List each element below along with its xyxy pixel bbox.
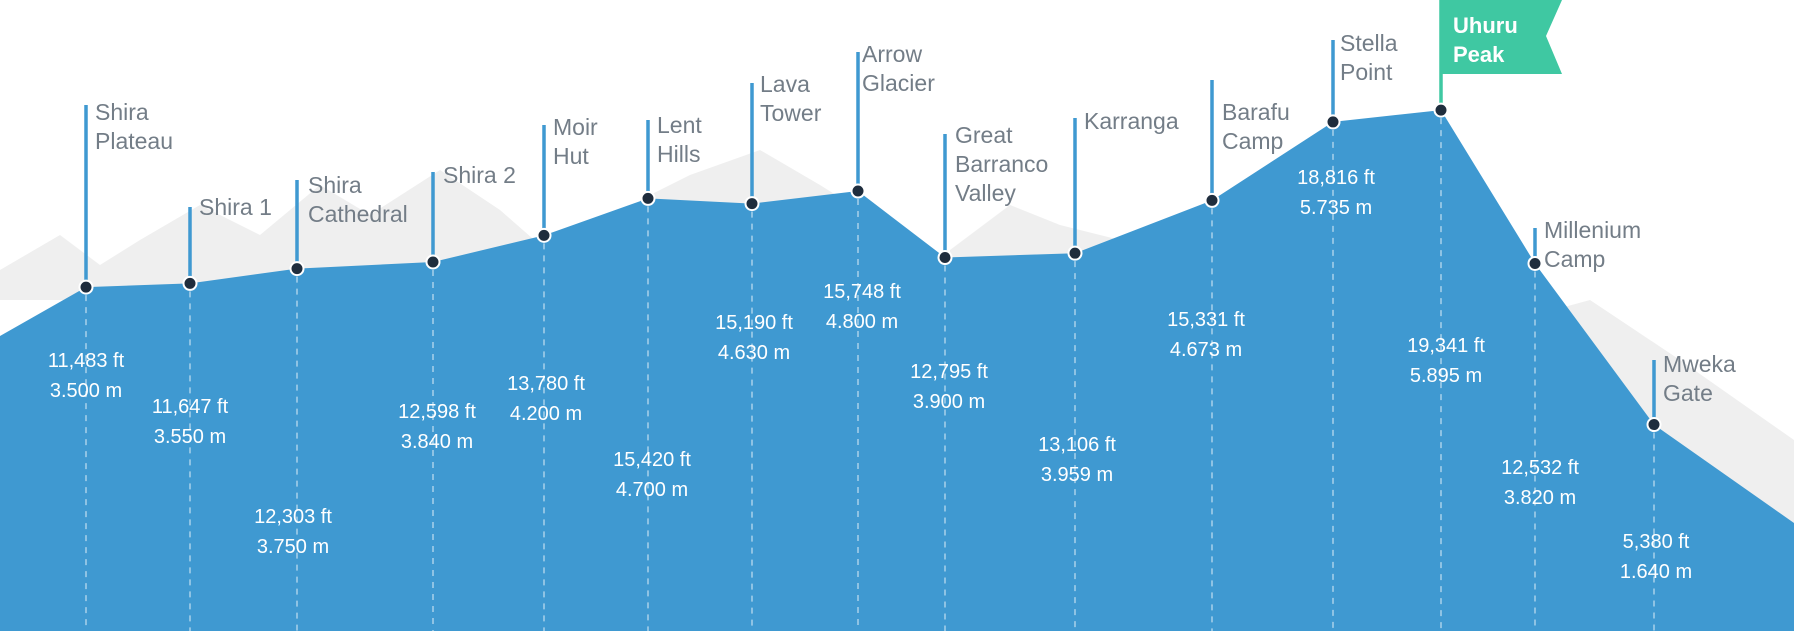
camp-name-line: Barafu: [1222, 99, 1290, 125]
camp-name-line: Glacier: [862, 70, 935, 96]
camp-name-line: Moir: [553, 114, 598, 140]
elevation-m-mweka-gate: 1.640 m: [1620, 561, 1692, 583]
camp-name-lent-hills: Lent Hills: [657, 112, 702, 167]
marker-great-barranco-valley: [937, 250, 953, 266]
elevation-ft-moir-hut: 13,780 ft: [507, 373, 585, 395]
camp-name-line: Barranco: [955, 151, 1048, 177]
marker-shira-1: [182, 275, 198, 291]
camp-name-line: Karranga: [1084, 108, 1179, 134]
elevation-ft-lent-hills: 15,420 ft: [613, 449, 691, 471]
camp-name-line: Valley: [955, 180, 1016, 206]
camp-name-barafu-camp: Barafu Camp: [1222, 99, 1290, 154]
summit-flag-banner: [1441, 0, 1562, 74]
elevation-ft-mweka-gate: 5,380 ft: [1623, 531, 1690, 553]
camp-name-line: Camp: [1544, 246, 1605, 272]
camp-name-line: Plateau: [95, 128, 173, 154]
elevation-ft-shira-plateau: 11,483 ft: [48, 350, 125, 372]
camp-name-line: Tower: [760, 100, 822, 126]
guide-lines: [85, 118, 1655, 631]
elevation-ft-uhuru-peak: 19,341 ft: [1407, 335, 1485, 357]
camp-name-lava-tower: Lava Tower: [760, 71, 822, 126]
camp-name-shira-cathedral: Shira Cathedral: [308, 172, 408, 227]
marker-barafu-camp: [1204, 192, 1220, 208]
summit-label-line2: Peak: [1453, 42, 1505, 67]
elevation-m-lent-hills: 4.700 m: [616, 479, 688, 501]
camp-name-stella-point: Stella Point: [1340, 30, 1398, 85]
marker-uhuru-peak: [1433, 102, 1449, 118]
camp-name-line: Cathedral: [308, 201, 408, 227]
camp-name-shira-2: Shira 2: [443, 162, 516, 188]
camp-name-line: Millenium: [1544, 217, 1641, 243]
camp-name-great-barranco-valley: Great Barranco Valley: [955, 122, 1048, 206]
elevation-ft-shira-cathedral: 12,303 ft: [254, 506, 332, 528]
marker-arrow-glacier: [850, 183, 866, 199]
elevation-m-great-barranco-valley: 3.900 m: [913, 391, 985, 413]
camp-name-line: Shira 1: [199, 194, 272, 220]
camp-name-line: Arrow: [862, 41, 922, 67]
camp-name-line: Hills: [657, 141, 700, 167]
elevation-ft-karranga: 13,106 ft: [1038, 434, 1116, 456]
elevation-m-shira-cathedral: 3.750 m: [257, 536, 329, 558]
elevation-m-karranga: 3.959 m: [1041, 464, 1113, 486]
camp-name-line: Great: [955, 122, 1013, 148]
marker-lava-tower: [744, 196, 760, 212]
camp-name-line: Gate: [1663, 380, 1713, 406]
camp-name-line: Point: [1340, 59, 1393, 85]
elevation-m-arrow-glacier: 4.800 m: [826, 311, 898, 333]
elevation-m-millenium-camp: 3.820 m: [1504, 487, 1576, 509]
camp-name-line: Lava: [760, 71, 810, 97]
camp-name-line: Stella: [1340, 30, 1398, 56]
camp-name-moir-hut: Moir Hut: [553, 114, 598, 169]
elevation-ft-shira-2: 12,598 ft: [398, 401, 476, 423]
marker-shira-cathedral: [289, 261, 305, 277]
elevation-ft-shira-1: 11,647 ft: [152, 396, 229, 418]
camp-name-line: Lent: [657, 112, 702, 138]
camp-name-arrow-glacier: Arrow Glacier: [862, 41, 935, 96]
marker-shira-plateau: [78, 279, 94, 295]
elevation-ft-barafu-camp: 15,331 ft: [1167, 309, 1245, 331]
camp-name-shira-1: Shira 1: [199, 194, 272, 220]
camp-name-mweka-gate: Mweka Gate: [1663, 351, 1736, 406]
marker-stella-point: [1325, 114, 1341, 130]
elevation-m-barafu-camp: 4.673 m: [1170, 339, 1242, 361]
elevation-ft-great-barranco-valley: 12,795 ft: [910, 361, 988, 383]
camp-name-line: Camp: [1222, 128, 1283, 154]
camp-name-line: Shira: [95, 99, 149, 125]
elevation-area: [0, 110, 1794, 631]
summit-label-line1: Uhuru: [1453, 13, 1518, 38]
camp-name-line: Shira 2: [443, 162, 516, 188]
camp-name-millenium-camp: Millenium Camp: [1544, 217, 1641, 272]
elevation-ft-arrow-glacier: 15,748 ft: [823, 281, 901, 303]
marker-karranga: [1067, 245, 1083, 261]
marker-millenium-camp: [1527, 255, 1543, 271]
camp-name-line: Mweka: [1663, 351, 1736, 377]
elevation-m-stella-point: 5.735 m: [1300, 197, 1372, 219]
elevation-ft-millenium-camp: 12,532 ft: [1501, 457, 1579, 479]
elevation-m-shira-plateau: 3.500 m: [50, 380, 122, 402]
camp-markers: [78, 102, 1662, 433]
camp-name-line: Shira: [308, 172, 362, 198]
elevation-m-shira-2: 3.840 m: [401, 431, 473, 453]
camp-name-line: Hut: [553, 143, 589, 169]
elevation-ft-lava-tower: 15,190 ft: [715, 312, 793, 334]
marker-moir-hut: [536, 227, 552, 243]
marker-lent-hills: [640, 190, 656, 206]
camp-poles: [84, 0, 1656, 425]
camp-name-karranga: Karranga: [1084, 108, 1179, 134]
marker-shira-2: [425, 254, 441, 270]
elevation-m-shira-1: 3.550 m: [154, 426, 226, 448]
elevation-m-lava-tower: 4.630 m: [718, 342, 790, 364]
elevation-m-uhuru-peak: 5.895 m: [1410, 365, 1482, 387]
camp-labels: Shira Plateau 11,483 ft 3.500 m Shira 1 11,64…: [48, 30, 1736, 583]
elevation-ft-stella-point: 18,816 ft: [1297, 167, 1375, 189]
camp-name-shira-plateau: Shira Plateau: [95, 99, 173, 154]
elevation-m-moir-hut: 4.200 m: [510, 403, 582, 425]
summit-flag: Uhuru Peak: [1441, 0, 1562, 74]
marker-mweka-gate: [1646, 417, 1662, 433]
